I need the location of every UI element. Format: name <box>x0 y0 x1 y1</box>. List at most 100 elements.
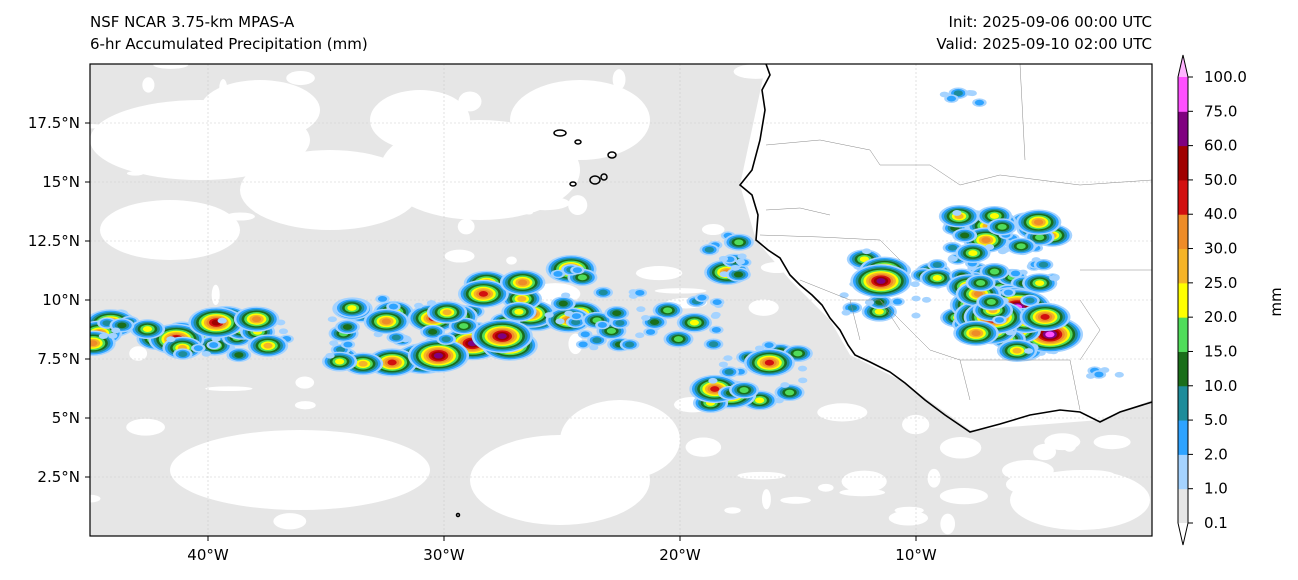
dry-patch <box>457 218 475 235</box>
precip-cell <box>973 291 984 297</box>
dry-patch <box>818 483 834 492</box>
y-tick-label: 7.5°N <box>37 350 80 368</box>
precip-cell <box>1040 314 1050 320</box>
dry-patch <box>1093 434 1131 450</box>
colorbar-tick-label: 10.0 <box>1204 377 1237 395</box>
precip-cell <box>441 336 451 343</box>
precip-cell <box>774 397 784 404</box>
colorbar-tick-label: 15.0 <box>1204 342 1237 360</box>
dry-patch <box>568 333 583 355</box>
precip-cell <box>117 322 127 329</box>
dry-patch <box>701 223 725 236</box>
dry-patch <box>519 96 539 118</box>
colorbar-bin <box>1178 179 1188 215</box>
precip-cell <box>939 91 949 98</box>
island <box>574 139 582 145</box>
country-border <box>759 234 901 261</box>
country-border <box>1079 299 1101 361</box>
colorbar-tick-label: 75.0 <box>1204 102 1237 120</box>
colorbar-bin <box>1178 77 1188 112</box>
dry-patch <box>888 510 929 526</box>
precip-cell <box>754 345 765 352</box>
precip-cell <box>1012 347 1022 354</box>
island <box>569 181 577 187</box>
dry-area <box>560 400 680 480</box>
title-model: NSF NCAR 3.75-km MPAS-A <box>90 13 295 31</box>
dry-patch <box>1002 459 1054 482</box>
precip-cell <box>102 320 112 326</box>
dry-patch <box>294 401 316 410</box>
colorbar-tick-label: 60.0 <box>1204 137 1237 155</box>
precip-cell <box>764 359 775 366</box>
precip-cell <box>718 255 729 262</box>
precip-cell <box>278 328 289 335</box>
precip-cell <box>1016 243 1026 250</box>
precip-cell <box>578 341 588 348</box>
dry-patch <box>902 414 930 435</box>
precip-cell <box>544 312 554 318</box>
country-borders <box>759 64 1152 411</box>
precip-cell <box>234 352 244 358</box>
precip-cell <box>737 253 747 260</box>
precip-cell <box>723 355 733 362</box>
dry-patch <box>1033 443 1057 461</box>
precip-cell <box>1094 371 1104 378</box>
dry-patch <box>458 91 482 112</box>
precip-cell <box>612 310 622 317</box>
dry-patch <box>104 136 146 155</box>
precip-cell <box>710 313 720 319</box>
precip-cell <box>1024 348 1034 354</box>
precip-cell <box>263 342 273 349</box>
precip-cell <box>711 326 721 333</box>
precip-cell <box>989 268 1000 275</box>
colorbar-tick-label: 25.0 <box>1204 274 1237 292</box>
colorbar-tick-label: 20.0 <box>1204 308 1237 326</box>
colorbar-bin <box>1178 351 1188 387</box>
precip-cell <box>724 369 734 375</box>
colorbar: 0.1 1.0 2.0 5.0 10.0 15.0 20.0 25.0 30.0 40.0 50.0… <box>1177 54 1247 546</box>
country-border <box>849 299 861 341</box>
island <box>455 512 461 518</box>
precip-cell <box>414 302 424 309</box>
dry-area <box>370 90 470 150</box>
precip-cell <box>797 365 808 372</box>
precip-cell <box>862 248 872 255</box>
dry-patch <box>211 284 220 306</box>
colorbar-tick-label: 5.0 <box>1204 411 1228 429</box>
precip-cell <box>734 239 744 246</box>
precip-cell <box>343 341 353 348</box>
precip-cell <box>514 308 524 315</box>
precip-cell <box>193 345 203 352</box>
precip-cell <box>598 289 608 296</box>
gridlines <box>90 64 1152 536</box>
colorbar-bin <box>1178 282 1188 318</box>
y-tick-label: 10°N <box>42 291 80 309</box>
colorbar-label: mm <box>1267 287 1285 316</box>
dry-patch <box>737 471 786 480</box>
precip-cell <box>839 292 849 299</box>
precip-cell <box>518 279 528 286</box>
dry-area <box>100 200 240 260</box>
coastline <box>738 64 1152 433</box>
precip-cell <box>635 289 645 296</box>
dry-patch <box>508 192 533 204</box>
dry-patch <box>142 77 155 93</box>
colorbar-tick-label: 1.0 <box>1204 480 1228 498</box>
precip-cell <box>428 328 438 335</box>
precip-cell <box>201 350 211 357</box>
dry-area <box>170 430 430 510</box>
country-border <box>765 139 1152 186</box>
precip-cell <box>981 237 991 243</box>
precip-cell <box>932 261 942 268</box>
precip-cell <box>876 278 886 284</box>
dry-patch <box>219 79 228 99</box>
precip-cell <box>673 336 684 342</box>
precip-cell <box>391 334 401 341</box>
precip-cell <box>571 313 582 319</box>
precip-cell <box>497 333 507 340</box>
precip-cell <box>841 309 851 316</box>
precip-cell <box>718 361 728 368</box>
precip-cell <box>335 358 345 365</box>
precip-cell <box>649 319 660 326</box>
